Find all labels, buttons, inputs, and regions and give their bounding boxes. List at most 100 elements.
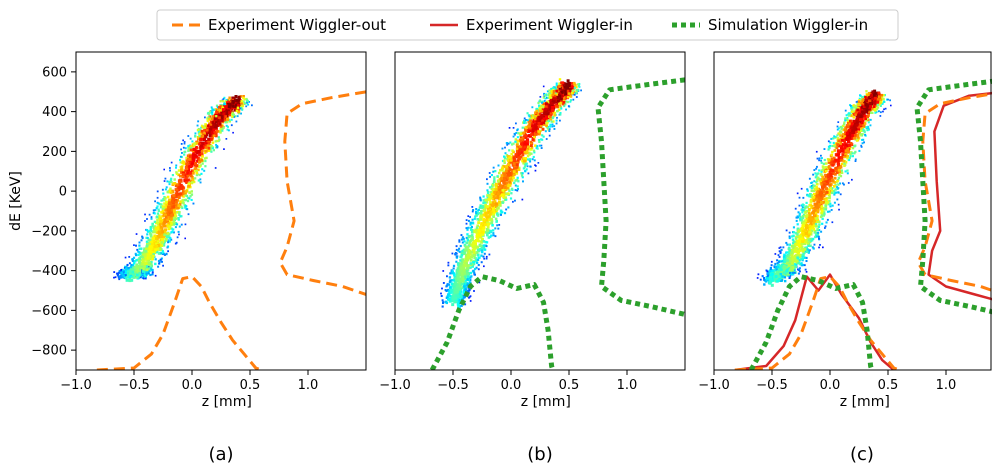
density-point bbox=[541, 106, 544, 109]
density-point bbox=[197, 120, 200, 123]
density-point bbox=[809, 185, 812, 189]
density-point bbox=[483, 220, 487, 224]
density-point bbox=[813, 169, 816, 171]
density-point bbox=[451, 296, 455, 300]
density-point bbox=[136, 273, 139, 277]
density-point bbox=[226, 121, 229, 124]
density-point bbox=[121, 276, 124, 279]
density-point bbox=[471, 243, 475, 247]
density-point bbox=[512, 200, 514, 203]
density-point bbox=[211, 111, 214, 114]
density-point bbox=[546, 120, 549, 123]
density-point bbox=[189, 159, 193, 163]
density-point bbox=[780, 248, 783, 251]
density-point bbox=[525, 162, 528, 165]
density-point bbox=[566, 82, 569, 86]
density-point bbox=[505, 154, 509, 157]
density-point bbox=[468, 281, 472, 284]
density-point bbox=[524, 150, 528, 154]
density-point bbox=[501, 159, 505, 163]
density-point bbox=[187, 196, 190, 199]
density-point bbox=[124, 271, 128, 274]
density-point bbox=[150, 257, 154, 261]
density-point bbox=[187, 182, 190, 186]
density-point bbox=[194, 177, 197, 180]
density-point bbox=[465, 241, 469, 245]
density-point bbox=[575, 96, 578, 98]
density-point bbox=[795, 241, 799, 245]
density-point bbox=[532, 149, 536, 152]
density-point bbox=[484, 204, 487, 207]
density-point bbox=[144, 213, 146, 216]
density-point bbox=[546, 108, 549, 111]
density-point bbox=[840, 169, 843, 172]
density-point bbox=[150, 229, 153, 233]
density-point bbox=[541, 119, 545, 122]
density-point bbox=[119, 276, 122, 279]
density-point bbox=[482, 204, 485, 208]
density-point bbox=[502, 181, 506, 185]
density-point bbox=[834, 188, 837, 191]
density-point bbox=[201, 149, 204, 153]
density-point bbox=[469, 234, 473, 238]
x-tick-label: 1.0 bbox=[617, 378, 638, 393]
density-point bbox=[178, 186, 182, 190]
density-point bbox=[476, 218, 479, 221]
density-point bbox=[156, 227, 160, 231]
density-point bbox=[170, 199, 174, 203]
density-point bbox=[196, 157, 200, 160]
density-point bbox=[561, 88, 565, 92]
density-point bbox=[154, 262, 157, 266]
density-point bbox=[495, 186, 498, 189]
density-point bbox=[487, 231, 490, 235]
density-point bbox=[171, 189, 174, 193]
density-point bbox=[180, 186, 184, 190]
density-point bbox=[858, 97, 861, 100]
density-point bbox=[479, 218, 483, 221]
density-point bbox=[200, 172, 203, 175]
density-point bbox=[515, 147, 519, 151]
density-point bbox=[186, 172, 190, 175]
density-point bbox=[179, 200, 182, 203]
density-point bbox=[486, 194, 489, 197]
density-point bbox=[149, 239, 153, 243]
density-point bbox=[481, 206, 485, 209]
density-point bbox=[867, 127, 870, 130]
density-point bbox=[167, 239, 170, 242]
density-point bbox=[558, 94, 562, 98]
density-point bbox=[470, 228, 473, 231]
density-point bbox=[207, 142, 211, 145]
density-point bbox=[467, 235, 471, 238]
density-point bbox=[131, 259, 134, 262]
density-point bbox=[149, 226, 152, 229]
density-point bbox=[480, 232, 484, 236]
density-point bbox=[158, 216, 162, 220]
density-point bbox=[839, 125, 842, 129]
density-point bbox=[844, 109, 847, 112]
density-point bbox=[442, 282, 445, 284]
density-point bbox=[555, 119, 558, 122]
density-point bbox=[172, 205, 176, 209]
density-point bbox=[797, 216, 800, 219]
density-point bbox=[833, 172, 837, 176]
density-point bbox=[461, 258, 465, 262]
density-point bbox=[505, 183, 508, 187]
density-point bbox=[179, 155, 182, 158]
density-point bbox=[550, 91, 553, 94]
density-point bbox=[471, 206, 474, 208]
density-point bbox=[201, 168, 204, 171]
density-point bbox=[468, 242, 472, 245]
density-point bbox=[569, 100, 572, 103]
density-point bbox=[203, 134, 207, 138]
density-point bbox=[497, 200, 501, 204]
density-point bbox=[183, 153, 186, 156]
density-point bbox=[487, 218, 491, 222]
density-point bbox=[175, 211, 178, 214]
density-point bbox=[182, 198, 185, 202]
density-point bbox=[180, 223, 183, 226]
density-point bbox=[479, 235, 482, 239]
density-point bbox=[833, 149, 837, 152]
density-point bbox=[453, 282, 457, 286]
density-point bbox=[138, 271, 142, 275]
density-point bbox=[138, 257, 141, 260]
